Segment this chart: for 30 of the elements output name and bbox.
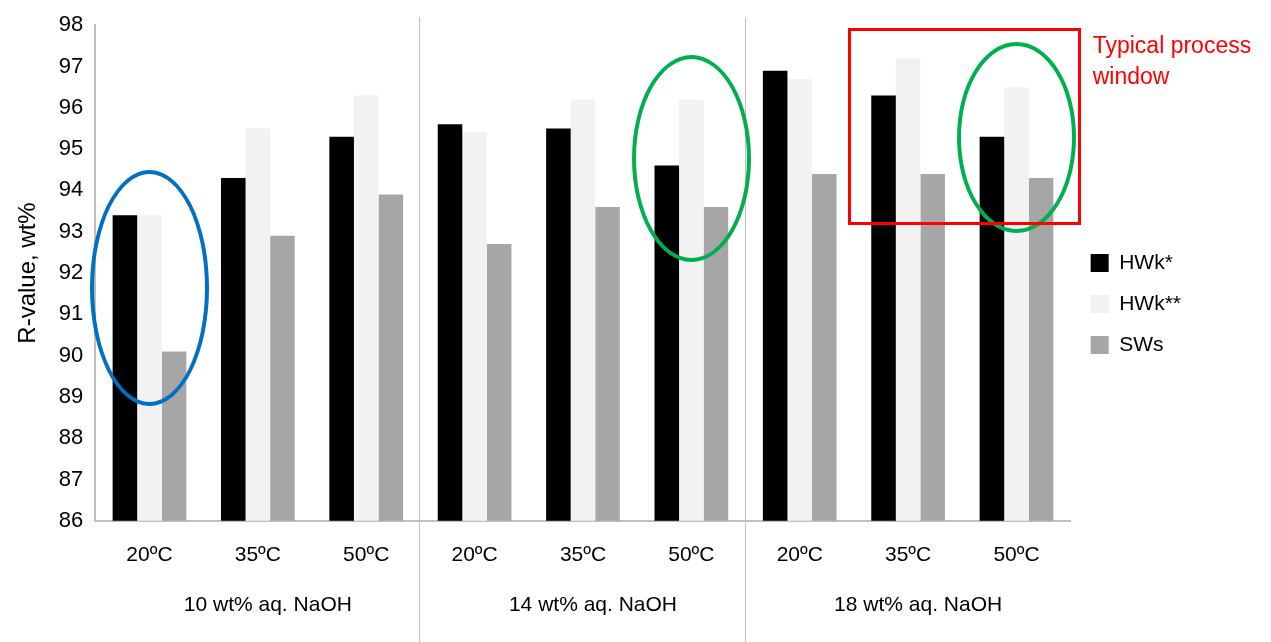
x-tick-label: 50ºC: [343, 542, 390, 566]
x-tick-label: 50ºC: [993, 542, 1040, 566]
y-tick-label: 96: [58, 93, 84, 119]
y-axis-title: R-value, wt%: [13, 202, 41, 344]
y-tick-label: 92: [58, 259, 84, 285]
x-tick-label: 20ºC: [776, 542, 823, 566]
x-tick-label: 35ºC: [885, 542, 932, 566]
legend-label: HWk*: [1119, 249, 1173, 273]
y-tick-label: 86: [58, 506, 84, 532]
text: 10 wt% aq. NaOH: [183, 591, 352, 615]
text: 18 wt% aq. NaOH: [834, 591, 1003, 615]
x-tick-label: 20ºC: [126, 542, 173, 566]
y-tick-label: 90: [58, 341, 84, 367]
y-tick-label: 87: [58, 465, 84, 491]
x-tick-label: 35ºC: [559, 542, 607, 566]
y-tick-label: 98: [58, 11, 84, 37]
y-tick-label: 93: [58, 217, 84, 243]
legend-label: HWk**: [1119, 290, 1182, 314]
y-tick-label: 88: [58, 424, 84, 450]
text: Typical process window: [1091, 32, 1252, 90]
y-tick-label: 91: [58, 300, 84, 326]
y-tick-label: 95: [58, 135, 84, 161]
y-tick-label: 94: [58, 176, 84, 202]
x-tick-label: 35ºC: [234, 542, 281, 566]
legend-label: SWs: [1119, 331, 1164, 355]
x-tick-label: 50ºC: [668, 542, 715, 566]
x-tick-label: 20ºC: [451, 542, 498, 566]
y-tick-label: 97: [58, 52, 84, 78]
text: 14 wt% aq. NaOH: [508, 591, 678, 615]
y-tick-label: 89: [58, 382, 84, 408]
